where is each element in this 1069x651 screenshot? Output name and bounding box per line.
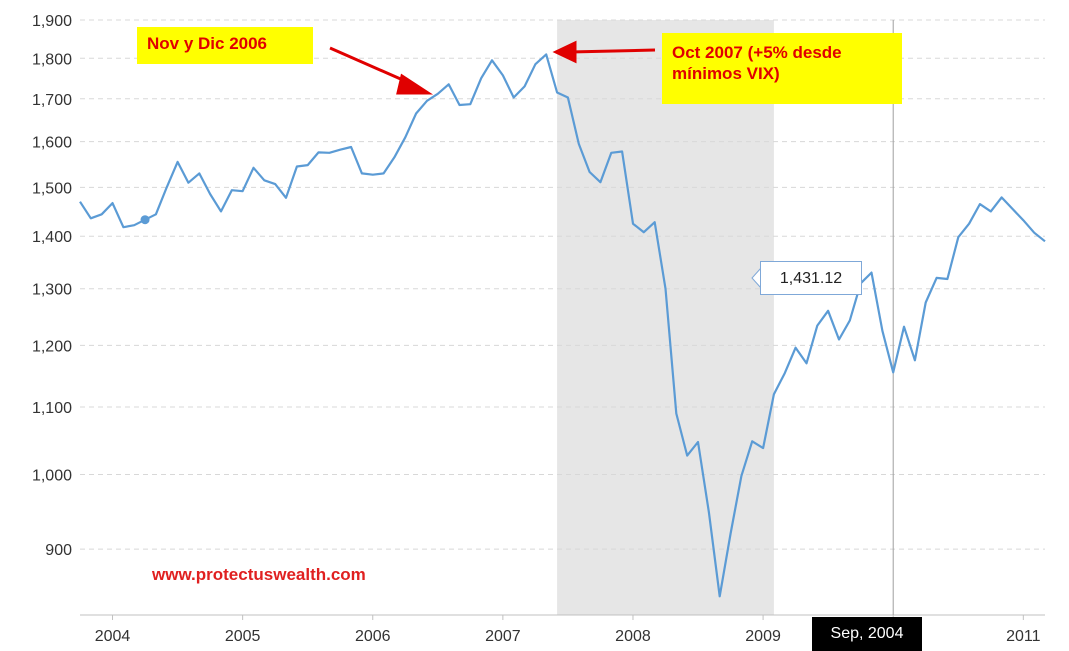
x-tick-label: 2007: [485, 628, 521, 645]
y-tick-label: 1,600: [32, 135, 72, 152]
x-tick-label: 2011: [1006, 628, 1041, 645]
y-tick-label: 1,100: [32, 400, 72, 417]
x-tick-label: 2009: [745, 628, 781, 645]
y-tick-label: 1,900: [32, 13, 72, 30]
y-tick-label: 1,400: [32, 229, 72, 246]
annotation-oct-2007: Oct 2007 (+5% desde mínimos VIX): [662, 33, 902, 104]
annotation-oct-2007-line2: mínimos VIX): [672, 64, 780, 83]
x-tick-label: 2004: [95, 628, 131, 645]
annotation-nov-dic-2006: Nov y Dic 2006: [137, 27, 313, 64]
value-tooltip: 1,431.12: [760, 261, 862, 295]
arrow-nov-dic-2006: [329, 46, 434, 95]
tooltip-pointer: [751, 267, 762, 289]
highlighted-period: [557, 20, 774, 615]
hover-point[interactable]: [140, 215, 150, 225]
arrow-oct-2007: [552, 40, 656, 64]
tooltip-value: 1,431.12: [779, 270, 843, 287]
crosshair-date-label: Sep, 2004: [812, 617, 922, 651]
series-line: [79, 53, 1046, 598]
y-tick-label: 1,200: [32, 338, 72, 355]
annotation-arrows: [329, 40, 656, 95]
y-tick-label: 1,300: [32, 282, 72, 299]
y-tick-label: 1,500: [32, 180, 72, 197]
y-axis-ticks: 1,900 1,800 1,700 1,600 1,500 1,400 1,300 1,200…: [32, 13, 72, 559]
y-tick-label: 900: [45, 542, 72, 559]
x-tick-label: 2006: [355, 628, 391, 645]
x-tick-label: 2005: [225, 628, 261, 645]
annotation-nov-dic-2006-text: Nov y Dic 2006: [147, 34, 268, 53]
y-tick-label: 1,800: [32, 51, 72, 68]
x-tick-label: 2008: [615, 628, 651, 645]
y-tick-label: 1,000: [32, 467, 72, 484]
y-tick-label: 1,700: [32, 92, 72, 109]
annotation-oct-2007-line1: Oct 2007 (+5% desde: [672, 43, 842, 62]
watermark-url: www.protectuswealth.com: [152, 565, 366, 584]
